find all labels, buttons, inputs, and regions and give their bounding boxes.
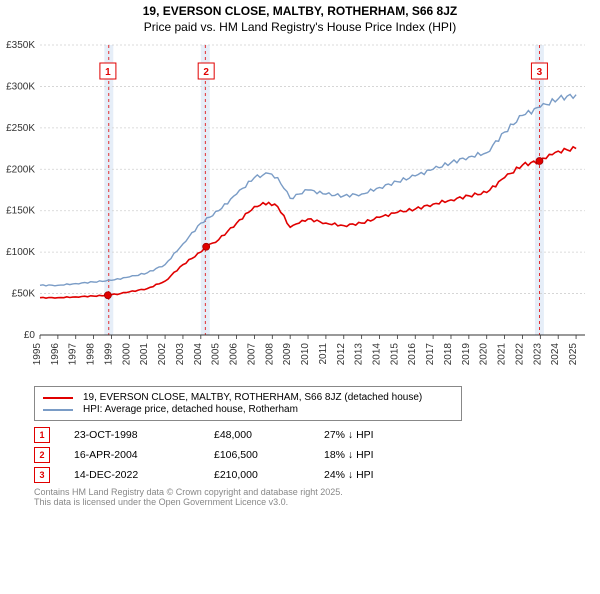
svg-text:£300K: £300K <box>6 81 35 92</box>
annotation-marker: 3 <box>34 467 50 483</box>
svg-text:2019: 2019 <box>461 343 472 366</box>
svg-text:2025: 2025 <box>568 343 579 366</box>
svg-text:2015: 2015 <box>389 343 400 366</box>
svg-text:£50K: £50K <box>12 289 36 300</box>
svg-text:2008: 2008 <box>264 343 275 366</box>
svg-text:2004: 2004 <box>193 343 204 366</box>
legend-item: HPI: Average price, detached house, Roth… <box>43 404 453 415</box>
legend-label: HPI: Average price, detached house, Roth… <box>83 404 298 415</box>
price-chart: £0 £50K £100K £150K £200K £250K £300K £350K 1995… <box>0 40 590 380</box>
svg-text:£100K: £100K <box>6 247 35 258</box>
svg-text:2002: 2002 <box>157 343 168 366</box>
svg-text:2006: 2006 <box>229 343 240 366</box>
svg-text:2013: 2013 <box>354 343 365 366</box>
annotation-row: 1 23-OCT-1998£48,00027% ↓ HPI <box>34 427 590 443</box>
annotation-marker: 1 <box>34 427 50 443</box>
legend: 19, EVERSON CLOSE, MALTBY, ROTHERHAM, S6… <box>34 386 462 421</box>
annotation-hpi: 24% ↓ HPI <box>324 469 424 481</box>
annotation-row: 2 16-APR-2004£106,50018% ↓ HPI <box>34 447 590 463</box>
chart-title: 19, EVERSON CLOSE, MALTBY, ROTHERHAM, S6… <box>0 4 600 18</box>
annotation-price: £210,000 <box>214 469 324 481</box>
svg-text:2011: 2011 <box>318 343 329 365</box>
svg-text:2020: 2020 <box>479 343 490 366</box>
legend-swatch <box>43 397 73 399</box>
annotation-date: 23-OCT-1998 <box>74 429 214 441</box>
footer-line-2: This data is licensed under the Open Gov… <box>34 497 590 507</box>
svg-text:2: 2 <box>203 67 209 78</box>
legend-label: 19, EVERSON CLOSE, MALTBY, ROTHERHAM, S6… <box>83 392 422 403</box>
annotation-marker: 2 <box>34 447 50 463</box>
svg-text:1995: 1995 <box>32 343 43 366</box>
chart-subtitle: Price paid vs. HM Land Registry's House … <box>0 20 600 34</box>
annotation-date: 14-DEC-2022 <box>74 469 214 481</box>
svg-text:1: 1 <box>105 67 111 78</box>
chart-container: 19, EVERSON CLOSE, MALTBY, ROTHERHAM, S6… <box>0 4 600 594</box>
svg-text:2017: 2017 <box>425 343 436 366</box>
svg-text:£350K: £350K <box>6 40 35 51</box>
svg-text:2010: 2010 <box>300 343 311 366</box>
annotation-price: £48,000 <box>214 429 324 441</box>
svg-text:2021: 2021 <box>497 343 508 366</box>
annotation-hpi: 27% ↓ HPI <box>324 429 424 441</box>
annotation-table: 1 23-OCT-1998£48,00027% ↓ HPI 2 16-APR-2004… <box>34 427 590 483</box>
svg-text:1996: 1996 <box>50 343 61 366</box>
annotation-date: 16-APR-2004 <box>74 449 214 461</box>
svg-text:2024: 2024 <box>550 343 561 366</box>
svg-text:1999: 1999 <box>103 343 114 366</box>
svg-text:2016: 2016 <box>407 343 418 366</box>
svg-text:2003: 2003 <box>175 343 186 366</box>
legend-item: 19, EVERSON CLOSE, MALTBY, ROTHERHAM, S6… <box>43 392 453 403</box>
annotation-row: 3 14-DEC-2022£210,00024% ↓ HPI <box>34 467 590 483</box>
svg-text:2012: 2012 <box>336 343 347 366</box>
legend-swatch <box>43 409 73 411</box>
svg-text:£0: £0 <box>24 330 36 341</box>
annotation-hpi: 18% ↓ HPI <box>324 449 424 461</box>
svg-text:2023: 2023 <box>532 343 543 366</box>
svg-text:2007: 2007 <box>246 343 257 366</box>
svg-text:2022: 2022 <box>514 343 525 366</box>
svg-text:£150K: £150K <box>6 206 35 217</box>
svg-text:3: 3 <box>537 67 543 78</box>
annotation-price: £106,500 <box>214 449 324 461</box>
svg-text:2001: 2001 <box>139 343 150 366</box>
svg-text:2005: 2005 <box>211 343 222 366</box>
svg-text:2018: 2018 <box>443 343 454 366</box>
svg-text:1998: 1998 <box>86 343 97 366</box>
svg-text:2014: 2014 <box>372 343 383 366</box>
footer-attribution: Contains HM Land Registry data © Crown c… <box>34 487 590 507</box>
footer-line-1: Contains HM Land Registry data © Crown c… <box>34 487 590 497</box>
svg-text:1997: 1997 <box>68 343 79 366</box>
svg-text:2009: 2009 <box>282 343 293 366</box>
svg-text:£250K: £250K <box>6 123 35 134</box>
svg-text:2000: 2000 <box>121 343 132 366</box>
svg-text:£200K: £200K <box>6 164 35 175</box>
